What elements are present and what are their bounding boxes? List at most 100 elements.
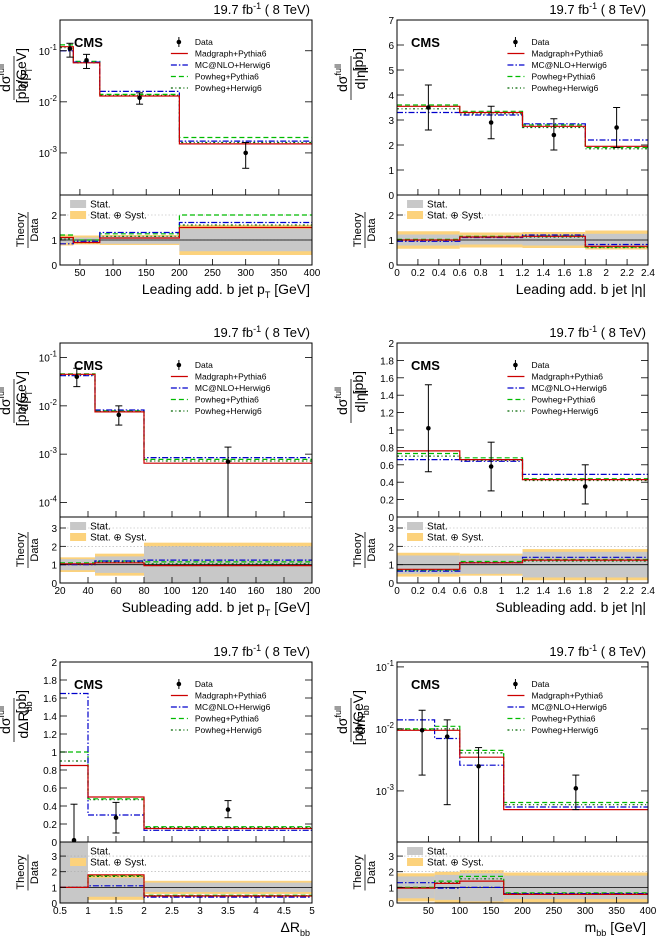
y-tick-label: 10-3	[376, 783, 395, 798]
data-point	[582, 484, 588, 489]
data-point	[113, 815, 119, 820]
legend-swatch-stat	[70, 847, 87, 855]
data-point	[488, 120, 494, 125]
legend-label-stat: Stat.	[90, 847, 111, 858]
ratio-y-tick-label: 0	[51, 579, 57, 590]
x-tick-label: 150	[138, 268, 155, 279]
x-tick-label: 150	[483, 906, 500, 917]
ratio-ylabel-top: Theory	[352, 212, 364, 247]
legend-label-syst: Stat. ⊕ Syst.	[90, 858, 147, 869]
y-tick-label: 1.4	[43, 712, 57, 723]
ratio-y-tick-label: 0	[51, 899, 57, 910]
x-tick-label: 5	[309, 906, 315, 917]
y-tick-label: 5	[388, 66, 394, 77]
ratio-y-tick-label: 1	[51, 883, 57, 894]
ylabel-denominator-main: d|η|	[352, 390, 368, 413]
y-tick-exponent: -1	[50, 43, 58, 52]
x-tick-label: 0.8	[474, 268, 488, 279]
ratio-line-mcatnlo	[60, 221, 312, 245]
y-tick-label: 0	[51, 838, 57, 849]
ylabel-numerator: dσfull	[0, 387, 13, 415]
series-line-mcatnlo	[60, 692, 312, 831]
legend-label-powhegP: Powheg+Pythia6	[195, 395, 259, 405]
x-tick-label: 0.4	[432, 586, 446, 597]
x-axis-label-sub: T	[265, 290, 271, 300]
legend-label-data: Data	[195, 679, 213, 689]
y-tick-label: 1.6	[43, 694, 57, 705]
y-tick-label: 0	[388, 191, 394, 202]
x-tick-label: 200	[514, 906, 531, 917]
data-point	[614, 125, 619, 130]
cms-label: CMS	[74, 358, 103, 373]
ratio-y-tick-label: 1	[388, 883, 394, 894]
ratio-ylabel-bottom: Data	[29, 538, 41, 562]
legend-label-powhegH: Powheg+Herwig6	[531, 83, 598, 93]
ratio-ylabel-top: Theory	[352, 855, 364, 890]
x-tick-label: 0.8	[474, 586, 488, 597]
y-tick-base: 10	[39, 450, 51, 461]
data-point	[137, 95, 142, 101]
x-axis-label-unit: [GeV]	[270, 281, 310, 297]
x-axis-label-main: Leading add. b jet |η|	[516, 281, 646, 297]
y-tick-label: 0.4	[43, 802, 57, 813]
y-tick-label: 10-3	[39, 145, 58, 160]
x-tick-label: 1	[499, 586, 505, 597]
y-tick-base: 10	[376, 725, 388, 736]
x-tick-label: 350	[608, 906, 625, 917]
legend-label-powhegH: Powheg+Herwig6	[531, 406, 598, 416]
y-tick-label: 1	[51, 748, 57, 759]
y-tick-label: 10-1	[376, 659, 395, 674]
y-tick-exponent: -1	[50, 350, 58, 359]
x-tick-label: 80	[138, 586, 150, 597]
legend-label-powhegP: Powheg+Pythia6	[531, 714, 595, 724]
lumi-label: 19.7 fb-1 ( 8 TeV)	[213, 324, 310, 340]
x-tick-label: 250	[546, 906, 563, 917]
y-tick-label: 7	[388, 16, 394, 27]
x-axis-label-main: ΔR	[281, 919, 300, 935]
y-tick-label: 1.2	[380, 409, 394, 420]
ratio-line-powhegP	[60, 875, 312, 896]
data-point	[74, 374, 80, 380]
ratio-panel-frame	[59, 841, 313, 904]
x-tick-label: 200	[171, 268, 188, 279]
x-tick-label: 1.8	[578, 586, 592, 597]
ylabel-numerator-sup: full	[0, 64, 6, 76]
ylabel-numerator: dσfull	[333, 64, 350, 92]
x-tick-label: 350	[270, 268, 287, 279]
x-tick-label: 2.4	[641, 268, 655, 279]
ylabel-unit: [pb/GeV]	[13, 371, 29, 426]
ylabel-numerator-sup: full	[333, 706, 343, 718]
x-tick-label: 2	[603, 586, 609, 597]
series-line-madgraph	[60, 764, 312, 830]
y-tick-exponent: -2	[50, 94, 58, 103]
x-tick-label: 300	[237, 268, 254, 279]
energy-label: ( 8 TeV)	[597, 644, 646, 659]
ratio-ylabel-top: Theory	[15, 212, 27, 247]
legend-label-powhegH: Powheg+Herwig6	[531, 725, 598, 735]
ratio-y-tick-label: 0	[388, 261, 394, 272]
ratio-ylabel-bottom: Data	[366, 860, 378, 884]
x-tick-label: 50	[423, 906, 435, 917]
x-axis-label-sub: bb	[596, 928, 606, 937]
y-tick-base: 10	[376, 787, 388, 798]
legend-label-data: Data	[531, 37, 549, 47]
legend-label-madgraph: Madgraph+Pythia6	[195, 691, 267, 701]
ylabel-denominator: dpT	[15, 67, 34, 89]
ratio-ylabel-top: Theory	[352, 532, 364, 567]
x-tick-label: 0.6	[453, 268, 467, 279]
ylabel-denominator-sub: bb	[24, 701, 34, 711]
ratio-y-tick-label: 3	[388, 852, 394, 863]
x-tick-label: 0.5	[53, 906, 67, 917]
series-line-powhegP	[60, 44, 312, 139]
ratio-y-tick-label: 2	[51, 868, 57, 879]
legend-label-stat: Stat.	[90, 200, 111, 211]
y-tick-exponent: -3	[387, 783, 395, 792]
series-line-powhegH	[60, 760, 312, 829]
legend-label-syst: Stat. ⊕ Syst.	[427, 858, 484, 869]
x-tick-label: 2.4	[641, 586, 655, 597]
lumi-value: 19.7 fb	[549, 644, 589, 659]
x-tick-label: 400	[304, 268, 321, 279]
x-tick-label: 0.4	[432, 268, 446, 279]
energy-label: ( 8 TeV)	[261, 325, 310, 340]
legend-label-madgraph: Madgraph+Pythia6	[195, 49, 267, 59]
